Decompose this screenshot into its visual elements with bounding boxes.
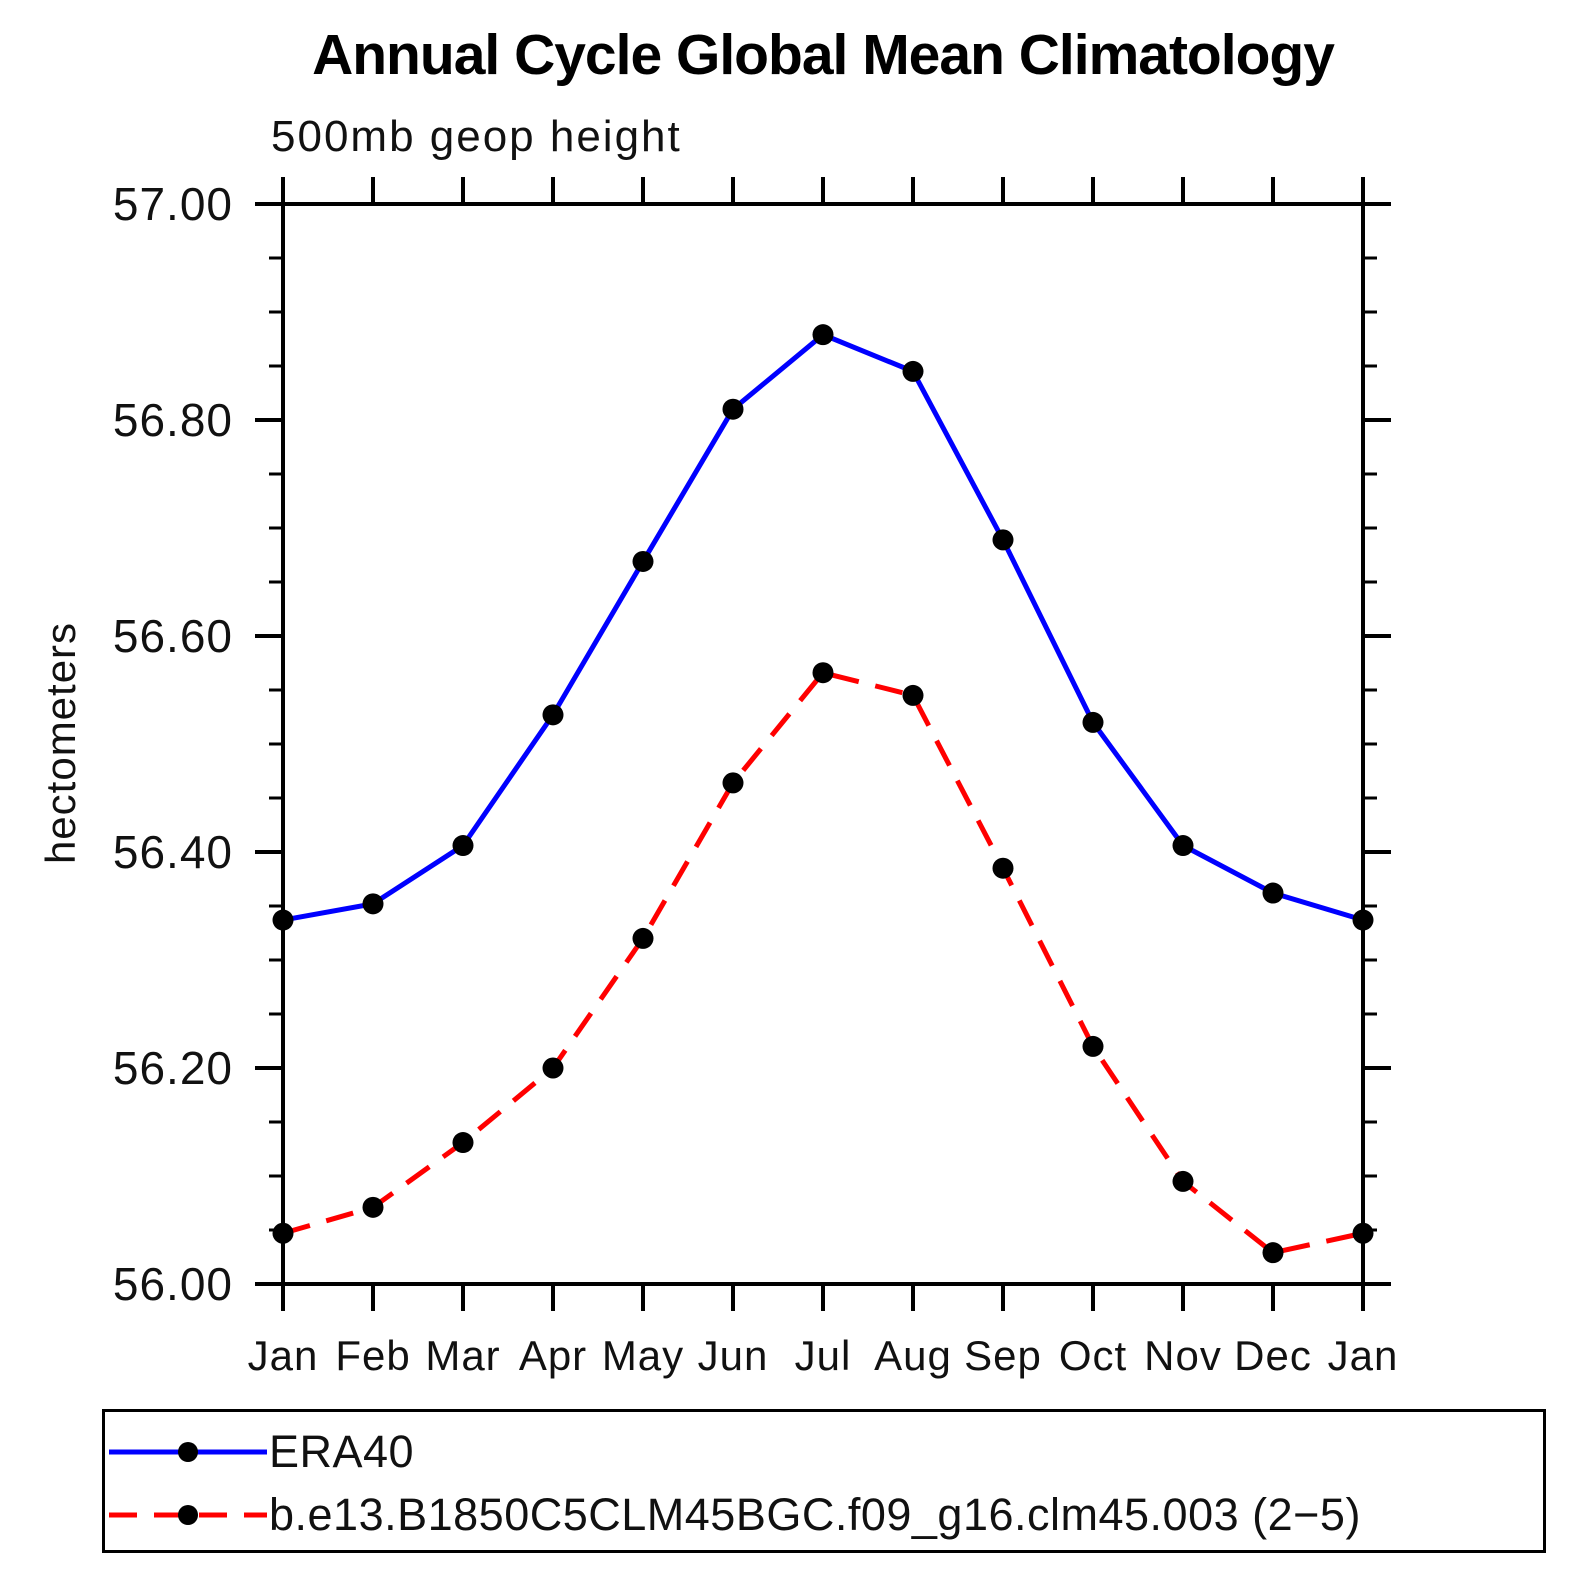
legend-marker-dot-icon — [178, 1442, 198, 1462]
data-point-s1 — [362, 1196, 384, 1218]
data-point-s1 — [632, 927, 654, 949]
data-point-s0 — [272, 909, 294, 931]
x-tick-label: Aug — [874, 1332, 952, 1379]
data-point-s1 — [1172, 1170, 1194, 1192]
legend-marker-dot-icon — [178, 1505, 198, 1525]
y-tick-label: 56.00 — [113, 1258, 233, 1310]
x-tick-label: Apr — [519, 1332, 587, 1379]
y-tick-label: 56.40 — [113, 826, 233, 878]
x-tick-label: Jul — [795, 1332, 852, 1379]
y-tick-label: 56.60 — [113, 610, 233, 662]
x-tick-label: Nov — [1144, 1332, 1222, 1379]
data-point-s1 — [452, 1132, 474, 1154]
chart-title: Annual Cycle Global Mean Climatology — [312, 23, 1335, 87]
data-point-s0 — [1082, 711, 1104, 733]
legend-item-model: b.e13.B1850C5CLM45BGC.f09_g16.clm45.003 … — [107, 1489, 1361, 1540]
data-point-s0 — [1172, 835, 1194, 857]
y-tick-label: 56.80 — [113, 394, 233, 446]
series-line-0 — [282, 331, 1364, 923]
data-point-s1 — [1352, 1222, 1374, 1244]
data-point-s1 — [902, 684, 924, 706]
legend-line-sample-solid — [109, 1442, 267, 1462]
data-point-s0 — [632, 550, 654, 572]
x-tick-label: Jun — [698, 1332, 769, 1379]
x-tick-label: Feb — [335, 1332, 410, 1379]
data-point-s0 — [542, 704, 564, 726]
chart-subtitle: 500mb geop height — [271, 112, 682, 161]
x-tick-label: Jan — [1328, 1332, 1399, 1379]
y-tick-label: 56.20 — [113, 1042, 233, 1094]
data-point-s1 — [812, 662, 834, 684]
data-point-s1 — [722, 772, 744, 794]
data-point-s1 — [992, 857, 1014, 879]
data-point-s1 — [542, 1057, 564, 1079]
data-point-s1 — [272, 1222, 294, 1244]
x-tick-label: Jan — [248, 1332, 319, 1379]
data-point-s1 — [1082, 1035, 1104, 1057]
series-line-1 — [282, 669, 1364, 1256]
x-tick-label: Mar — [425, 1332, 500, 1379]
data-point-s0 — [812, 324, 834, 346]
x-tick-label: Sep — [964, 1332, 1042, 1379]
data-point-s0 — [902, 360, 924, 382]
legend-item-era40: ERA40 — [107, 1426, 415, 1477]
data-point-s0 — [362, 893, 384, 915]
x-tick-label: Oct — [1059, 1332, 1127, 1379]
plot-frame — [281, 202, 1365, 1286]
data-point-s1 — [1262, 1242, 1284, 1264]
data-point-s0 — [722, 398, 744, 420]
data-point-s0 — [452, 835, 474, 857]
legend: ERA40 b.e13.B1850C5CLM45BGC.f09_g16.clm4… — [102, 1409, 1546, 1553]
data-point-s0 — [1262, 882, 1284, 904]
y-tick-label: 57.00 — [113, 178, 233, 230]
legend-label-era40: ERA40 — [269, 1426, 415, 1477]
data-point-s0 — [992, 529, 1014, 551]
legend-label-model: b.e13.B1850C5CLM45BGC.f09_g16.clm45.003 … — [269, 1489, 1361, 1540]
data-point-s0 — [1352, 909, 1374, 931]
x-tick-label: Dec — [1234, 1332, 1312, 1379]
legend-line-sample-dashed — [109, 1505, 267, 1525]
x-tick-label: May — [602, 1332, 684, 1379]
